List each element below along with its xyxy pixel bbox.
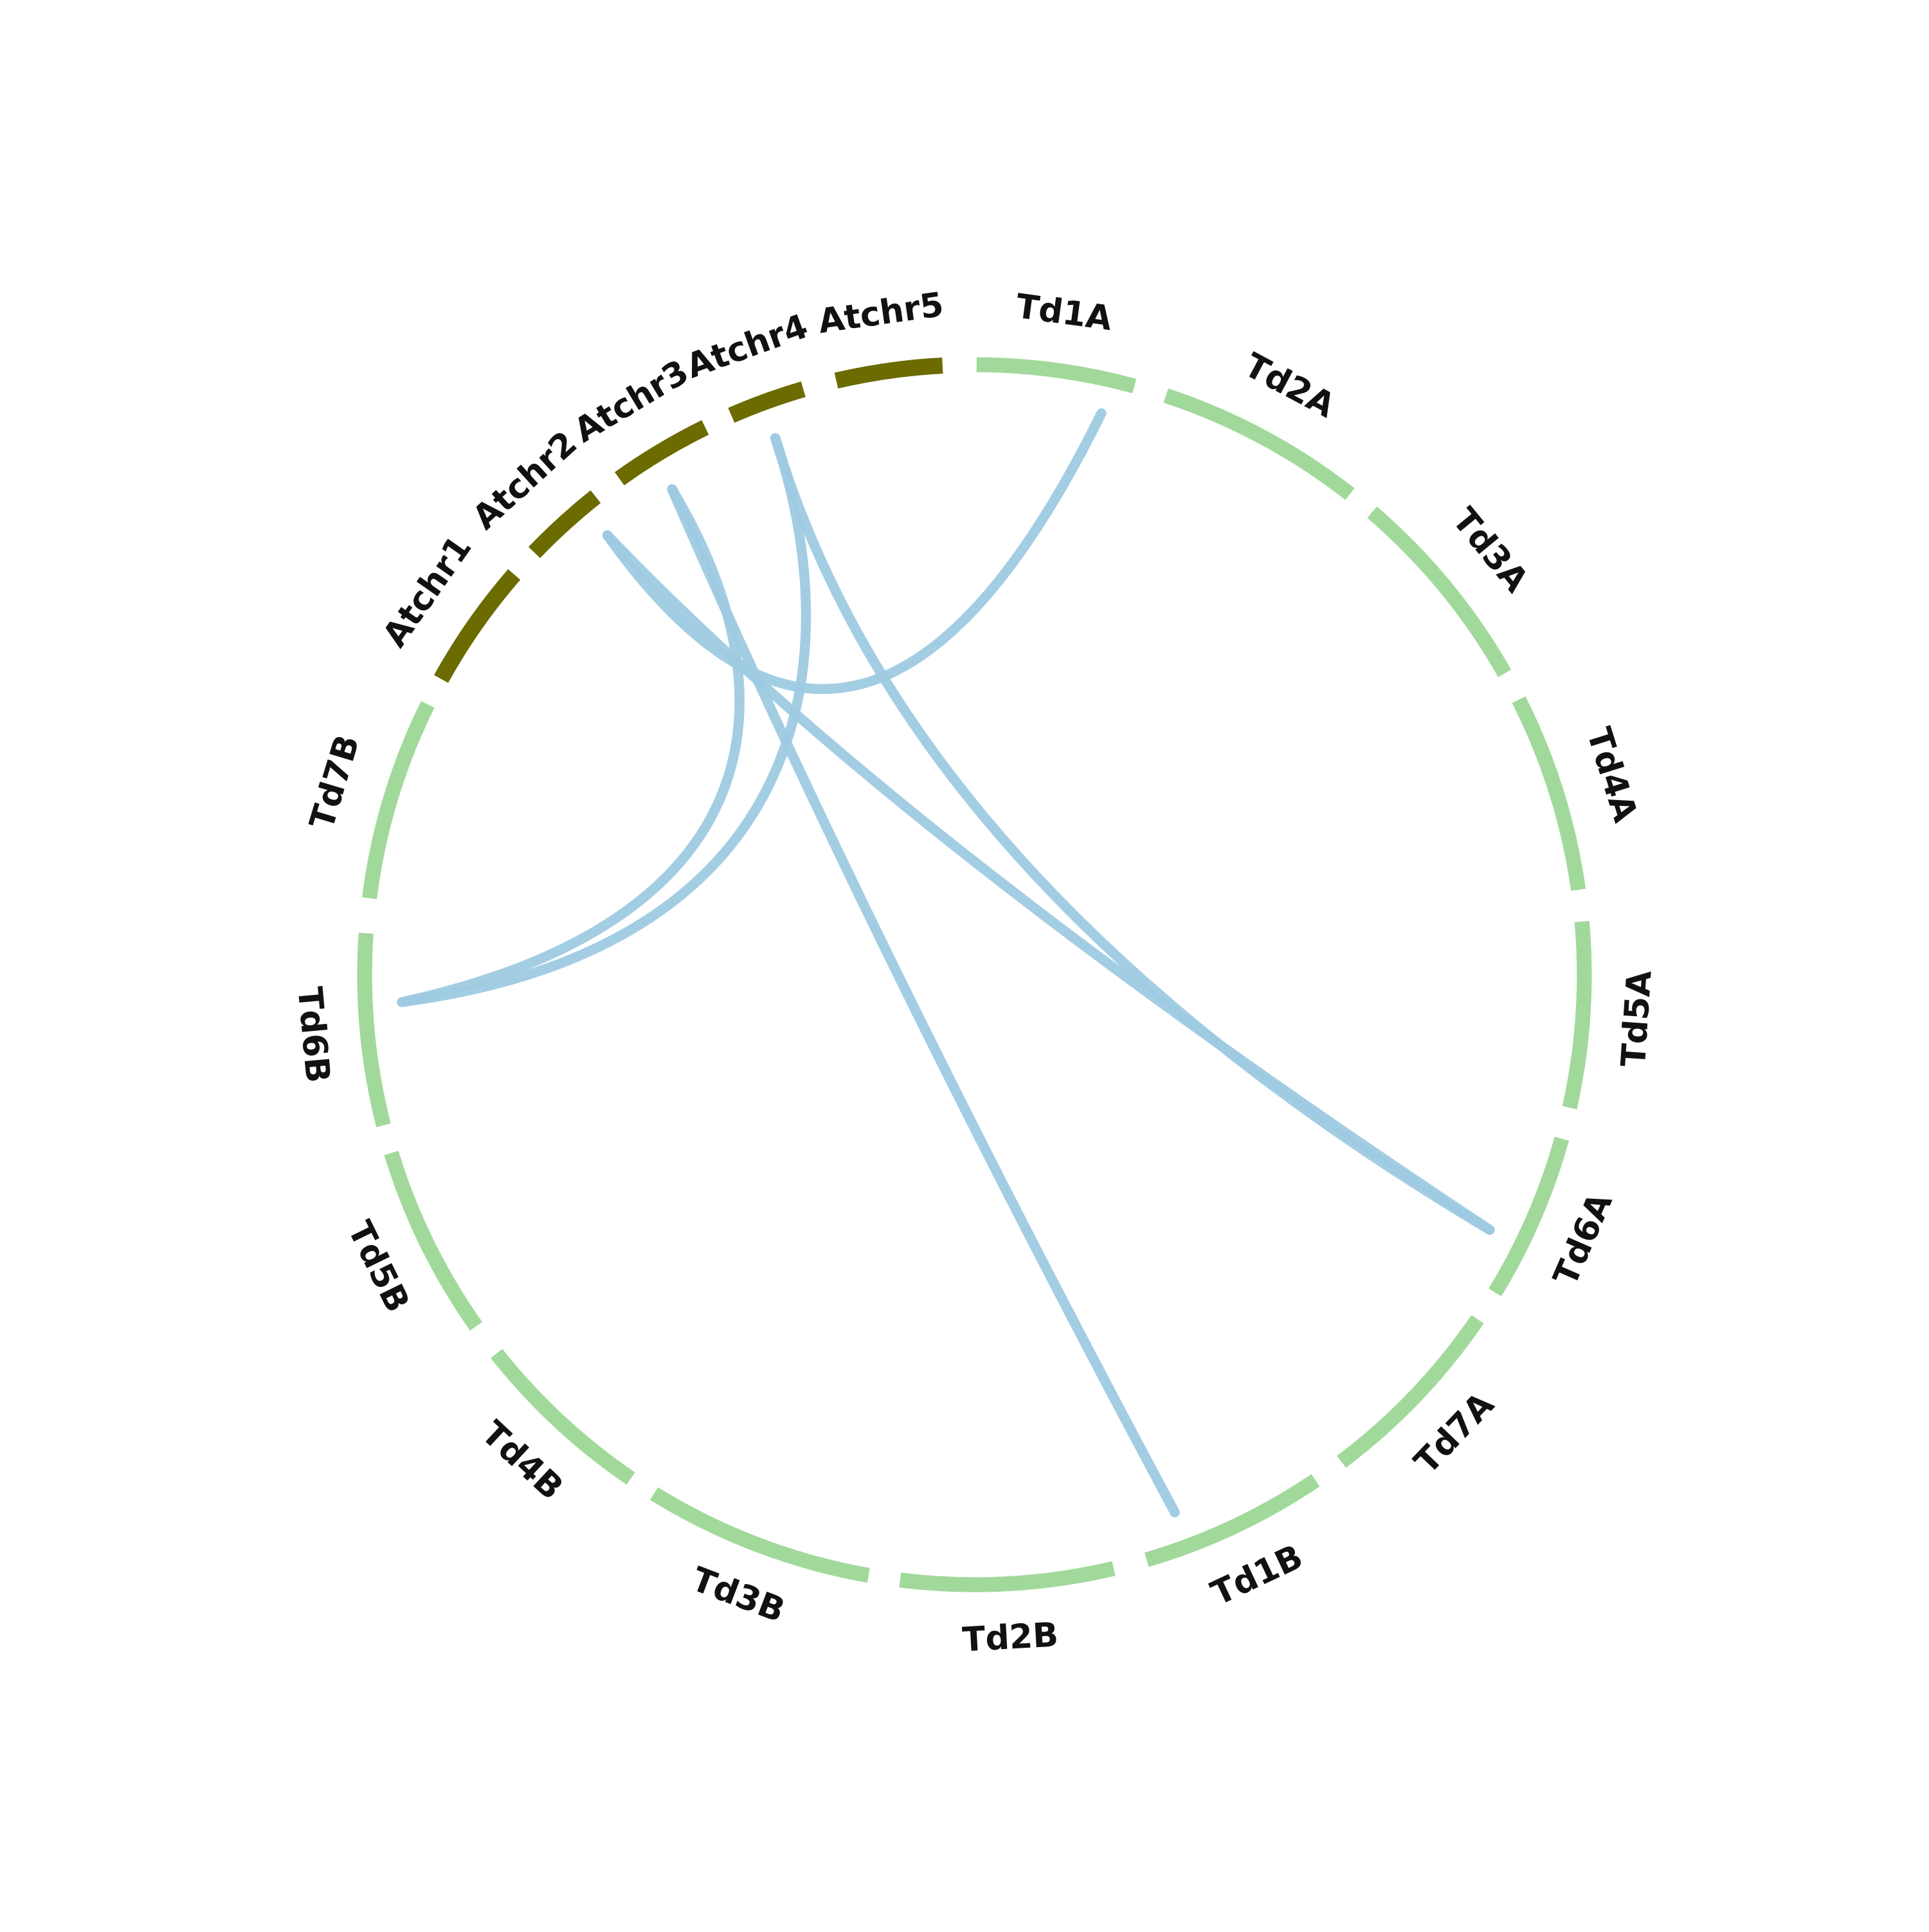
link	[770, 433, 1495, 1235]
link	[602, 408, 1107, 694]
segment-arc	[1163, 388, 1355, 500]
segment-arc	[899, 1561, 1116, 1592]
segments	[357, 357, 1592, 1592]
segment-label: Td3B	[687, 1560, 790, 1630]
segment-arc	[357, 933, 391, 1127]
segment-arc	[528, 490, 601, 558]
segment-label: Td5B	[340, 1216, 417, 1318]
segment-arc	[834, 357, 943, 389]
segment-arc	[1144, 1474, 1320, 1567]
segment-arc	[1367, 506, 1512, 677]
segment-arc	[1489, 1136, 1570, 1297]
segment-label: Atchr5	[816, 286, 946, 342]
segment-arc	[1337, 1315, 1484, 1468]
link	[667, 484, 1180, 1518]
segment-label: Atchr4	[682, 307, 813, 386]
segment-arc	[1562, 920, 1592, 1109]
links	[397, 408, 1495, 1518]
segment-label: Td2B	[961, 1616, 1059, 1659]
segment-arc	[434, 569, 521, 683]
segment-label: Td1A	[1013, 287, 1114, 339]
link	[602, 530, 1495, 1235]
segment-arc	[728, 381, 806, 423]
segment-label: Td1B	[1206, 1538, 1309, 1614]
segment-label: Td4A	[1579, 723, 1644, 826]
link	[397, 433, 811, 1007]
segment-arc	[650, 1487, 870, 1583]
segment-arc	[615, 420, 709, 486]
segment-arc	[491, 1349, 635, 1485]
segment-label: Td6A	[1546, 1187, 1620, 1291]
segment-arc	[976, 357, 1137, 394]
segment-arc	[384, 1151, 483, 1331]
segment-arc	[1512, 696, 1586, 891]
segment-label: Td2A	[1238, 346, 1341, 426]
link	[397, 484, 745, 1007]
segment-label: Td5A	[1615, 969, 1660, 1068]
segment-label: Td7B	[303, 731, 367, 834]
segment-label: Td6B	[290, 985, 337, 1084]
segment-label: Td3A	[1445, 501, 1536, 600]
segment-arc	[362, 701, 435, 900]
